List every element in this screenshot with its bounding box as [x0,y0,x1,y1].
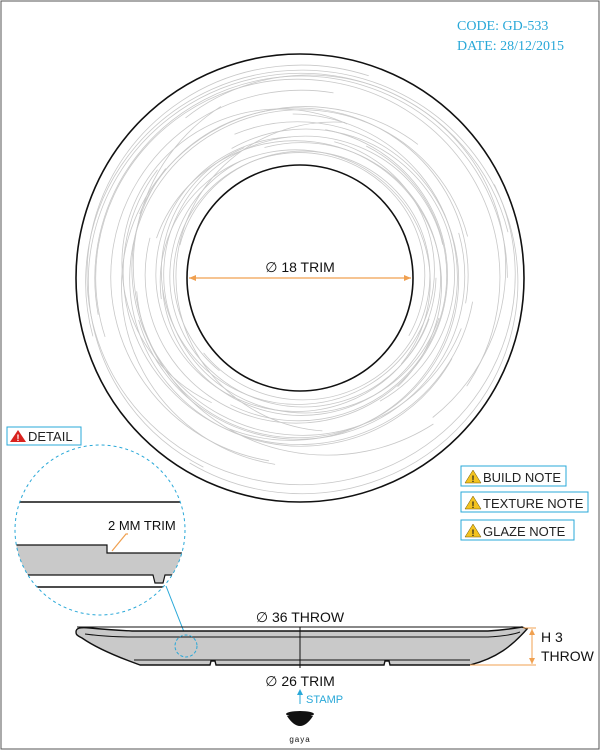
texture-stroke [230,145,448,422]
texture-note-badge[interactable]: ! TEXTURE NOTE [460,491,589,513]
svg-text:!: ! [472,474,475,484]
detail-leader-line [165,585,187,638]
texture-stroke [129,109,468,447]
inner-diameter-dimension: ∅ 18 TRIM [189,259,411,281]
plate-cross-section [75,626,529,666]
detail-badge-label: DETAIL [28,429,73,444]
gaya-logo: gaya [286,711,314,744]
texture-note-label: TEXTURE NOTE [483,496,584,511]
texture-stroke [138,232,466,440]
svg-text:!: ! [472,528,475,538]
texture-stroke [163,135,444,414]
texture-stroke [136,121,460,439]
trim-callout: 2 MM TRIM [108,518,176,552]
texture-stroke [87,72,509,468]
texture-stroke [231,128,455,402]
texture-stroke [95,78,501,387]
texture-stroke [159,149,431,365]
svg-text:!: ! [17,433,20,443]
texture-stroke [173,152,426,372]
glaze-note-badge[interactable]: ! GLAZE NOTE [460,519,575,541]
detail-location-marker [174,634,198,658]
caution-icon [464,495,482,510]
svg-text:!: ! [472,500,475,510]
outer-diameter-dimension: ∅ 36 THROW [77,609,523,628]
build-note-badge[interactable]: ! BUILD NOTE [460,465,567,487]
caution-icon [464,523,482,538]
logo-text: gaya [289,735,310,744]
texture-stroke [144,129,448,424]
stamp-marker: STAMP [297,689,343,706]
inner-diameter-label: ∅ 18 TRIM [265,259,335,275]
base-diameter-label: ∅ 26 TRIM [265,673,335,689]
texture-stroke [131,168,462,436]
texture-stroke [161,141,435,405]
texture-stroke [85,69,519,495]
plate-surface-texture [85,64,519,495]
texture-stroke [155,136,437,412]
texture-stroke [179,150,431,401]
texture-stroke [110,89,334,462]
height-dimension: H 3 THROW [470,627,595,666]
texture-stroke [175,121,346,432]
warning-icon [10,430,26,442]
texture-stroke [121,106,419,465]
glaze-note-label: GLAZE NOTE [483,524,566,539]
texture-stroke [169,160,430,408]
texture-stroke [156,140,442,387]
texture-stroke [162,142,441,416]
height-label-line2: THROW [541,648,595,664]
stamp-label: STAMP [306,694,343,706]
build-note-label: BUILD NOTE [483,470,561,485]
texture-stroke [185,74,507,418]
date-label: DATE: 28/12/2015 [457,39,564,54]
trim-callout-label: 2 MM TRIM [108,518,176,533]
texture-stroke [228,113,458,441]
texture-stroke [86,64,516,486]
caution-icon [464,469,482,484]
height-label-line1: H 3 [541,629,563,645]
outer-diameter-label: ∅ 36 THROW [256,609,345,625]
code-label: CODE: GD-533 [457,19,548,34]
texture-stroke [132,106,434,456]
detail-badge[interactable]: ! DETAIL [6,426,82,446]
plate-outer-rim [75,53,525,503]
